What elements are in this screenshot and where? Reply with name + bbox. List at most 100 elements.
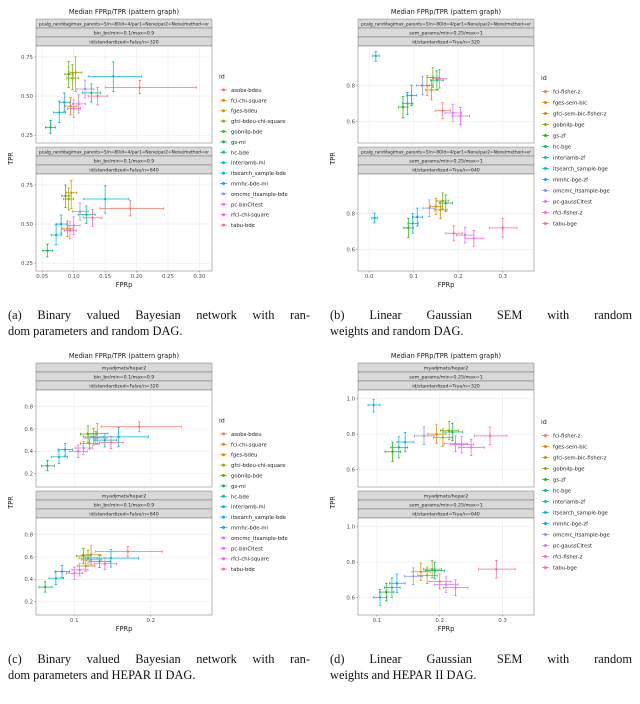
- y-axis-label: TPR: [7, 152, 15, 166]
- errorbar-point: [424, 561, 446, 579]
- legend-item: gfci-bdeu-chi-square: [220, 463, 285, 469]
- errorbar-point: [83, 208, 103, 227]
- legend-key-icon: [544, 477, 547, 481]
- legend-item-label: mmhc-bge-zf: [553, 521, 588, 527]
- legend-item-label: gobnilp-bde: [231, 130, 263, 136]
- legend-key-icon: [544, 134, 547, 137]
- legend-item: interiamb-zf: [542, 499, 585, 505]
- legend-key-icon: [544, 543, 547, 547]
- x-tick-label: 0.1: [70, 618, 79, 624]
- legend-item: gfci-sem-bic-fisher-z: [542, 112, 607, 118]
- legend-item-label: itsearch_sample-bde: [231, 515, 286, 521]
- legend-item: omcmc_itsample-bde: [220, 192, 288, 198]
- legend-item-label: fges-sem-bic: [553, 444, 587, 450]
- facet-strip-label: pcalg_randdag/max_parents=5/n=80/d=4/par…: [39, 149, 209, 155]
- facet-strip-label: id/standardized=True/n=640: [412, 167, 480, 173]
- errorbar-point: [57, 442, 74, 457]
- legend-item: mmhc-bde-mi: [220, 525, 268, 531]
- x-tick-label: 0.15: [99, 274, 111, 280]
- legend-item-label: rfci-chi-square: [231, 556, 269, 562]
- chart-title: Median FPRp/TPR (pattern graph): [69, 8, 179, 16]
- legend-key-icon: [544, 156, 547, 159]
- legend-item-label: interiamb-mi: [231, 161, 265, 167]
- errorbar-point: [443, 579, 469, 596]
- legend-key-icon: [222, 192, 225, 196]
- errorbar-point: [436, 192, 450, 210]
- legend-item-label: rfci-fisher-z: [553, 211, 583, 217]
- legend-item-label: fci-chi-square: [231, 442, 267, 448]
- caption-d-line2: weights and HEPAR II DAG.: [330, 668, 477, 683]
- legend-key-icon: [222, 536, 225, 540]
- legend-key-icon: [544, 510, 547, 514]
- legend-item: gfci-bdeu-chi-square: [220, 119, 285, 125]
- legend-item-label: omcmc_itsample-bde: [231, 536, 288, 542]
- errorbar-point: [398, 95, 409, 119]
- x-tick-label: 0.10: [68, 274, 81, 280]
- caption-a: (a) Binary valued Bayesian network with …: [6, 307, 312, 340]
- plot-panel: [35, 45, 213, 144]
- facet-strip-label: id/standardized=False/n=320: [89, 39, 158, 45]
- legend-key-icon: [544, 222, 547, 225]
- errorbar-point: [84, 430, 108, 445]
- legend-item-label: mmhc-bde-mi: [231, 525, 268, 531]
- errorbar-point: [384, 441, 402, 462]
- legend-item-label: fges-bdeu: [231, 452, 258, 458]
- plot-panel: [357, 517, 535, 615]
- errorbar-point: [42, 243, 53, 258]
- facet-strip-label: sem_params/min=0.25/max=1: [409, 158, 482, 164]
- legend-item-label: tabu-bde: [231, 223, 255, 229]
- legend-item-label: asobs-bdeu: [231, 432, 262, 438]
- legend-item: gs-mi: [220, 140, 246, 146]
- x-tick-label: 0.25: [162, 274, 174, 280]
- errorbar-point: [50, 224, 63, 246]
- errorbar-point: [38, 581, 53, 593]
- errorbar-point: [390, 436, 409, 459]
- errorbar-point: [451, 107, 470, 126]
- figure-panel-d: myadjmats/hepar2 sem_params/min=0.25/max=…: [328, 350, 634, 684]
- errorbar-point: [415, 75, 430, 96]
- legend-key-icon: [544, 444, 547, 448]
- errorbar-point: [53, 100, 66, 124]
- errorbar-point: [442, 422, 463, 441]
- figure-panel-c: myadjmats/hepar2 bin_bn/min=0.1/max=0.9 id…: [6, 350, 312, 684]
- legend-item-label: tabu-bde: [231, 567, 255, 573]
- errorbar-point: [65, 179, 78, 209]
- legend-item: pc-gaussCItest: [542, 200, 592, 206]
- errorbar-point: [66, 566, 84, 580]
- errorbar-point: [433, 200, 448, 219]
- legend-item: hc-bge: [542, 145, 571, 151]
- legend-item-label: tabu-bge: [553, 222, 577, 228]
- x-tick-label: 0.2: [454, 274, 463, 280]
- legend-item: itsearch_sample-bge: [542, 510, 608, 516]
- errorbar-point: [464, 230, 484, 247]
- errorbar-point: [80, 425, 97, 443]
- errorbar-point: [61, 184, 71, 209]
- x-tick-label: 0.1: [409, 274, 418, 280]
- legend-item-label: gs-zf: [553, 134, 566, 140]
- y-tick-label: 0.6: [346, 119, 355, 125]
- chart-d: myadjmats/hepar2 sem_params/min=0.25/max=…: [329, 352, 610, 633]
- legend-item: gobnilp-bge: [542, 123, 585, 129]
- legend-item: gobnilp-bde: [220, 473, 263, 479]
- legend-item-label: fges-sem-bic: [553, 101, 587, 107]
- y-tick-label: 0.6: [346, 595, 355, 601]
- legend-item-label: gfci-bdeu-chi-square: [231, 119, 285, 125]
- legend-key-icon: [544, 101, 547, 104]
- legend-item: gs-zf: [542, 477, 566, 483]
- legend-item-label: gobnilp-bge: [553, 466, 585, 472]
- errorbar-point: [424, 79, 439, 101]
- legend-item: pc-binCItest: [220, 546, 263, 552]
- legend-item: rfci-chi-square: [220, 556, 269, 562]
- errorbar-point: [439, 420, 459, 440]
- legend-key-icon: [222, 546, 225, 550]
- y-tick-label: 0.8: [24, 404, 33, 410]
- legend-item: fges-sem-bic: [542, 101, 587, 107]
- legend-item-label: gobnilp-bge: [553, 123, 585, 129]
- legend-item-label: gfci-sem-bic-fisher-z: [553, 112, 607, 118]
- chart-c: myadjmats/hepar2bin_bn/min=0.1/max=0.9id…: [7, 352, 288, 633]
- errorbar-point: [372, 51, 380, 62]
- errorbar-point: [55, 214, 68, 234]
- x-tick-label: 0.2: [146, 618, 155, 624]
- errorbar-point: [367, 399, 381, 413]
- errorbar-point: [89, 554, 111, 568]
